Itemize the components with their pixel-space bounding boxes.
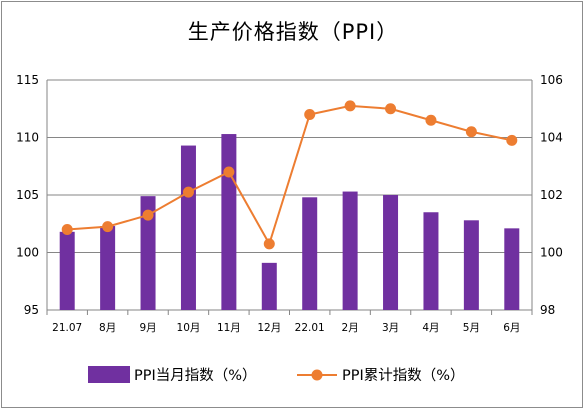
bar (221, 134, 237, 310)
line-point (142, 209, 154, 221)
bar (180, 145, 196, 310)
x-tick-label: 9月 (139, 322, 156, 334)
line-point (263, 238, 275, 250)
line-series (67, 104, 513, 247)
line-point (385, 103, 397, 115)
bar (100, 226, 116, 310)
line-point (182, 186, 194, 198)
line-point (344, 100, 356, 112)
y-right-tick-label: 104 (540, 131, 563, 145)
x-tick-label: 11月 (217, 322, 241, 334)
x-tick-label: 12月 (257, 322, 281, 334)
y-right-tick-label: 102 (540, 188, 563, 202)
x-tick-label: 8月 (99, 322, 116, 334)
line-point (465, 126, 477, 138)
bar (504, 228, 520, 310)
x-tick-label: 10月 (177, 322, 201, 334)
bar (140, 196, 156, 310)
bar (59, 231, 75, 310)
x-tick-label: 3月 (382, 322, 399, 334)
y-left-tick-label: 115 (16, 73, 39, 87)
bar (302, 197, 318, 310)
bar (261, 262, 277, 310)
y-left-tick-label: 110 (16, 131, 39, 145)
bar (383, 195, 399, 310)
line-point (425, 114, 437, 126)
x-tick-label: 6月 (503, 322, 520, 334)
y-right-tick-label: 98 (540, 303, 555, 317)
line-point (304, 109, 316, 120)
line-point (506, 134, 518, 146)
y-left-tick-label: 100 (16, 246, 39, 260)
legend-label-bar: PPI当月指数（%） (134, 367, 257, 384)
x-tick-label: 22.01 (295, 322, 325, 334)
legend-swatch-bar (88, 366, 130, 383)
bar (423, 212, 439, 310)
x-tick-label: 4月 (422, 322, 439, 334)
bar (342, 191, 358, 310)
x-tick-label: 5月 (463, 322, 480, 334)
bar (463, 220, 479, 310)
y-left-tick-label: 105 (16, 188, 39, 202)
y-left-tick-label: 95 (24, 303, 39, 317)
x-tick-label: 21.07 (52, 322, 82, 334)
x-tick-label: 2月 (342, 322, 359, 334)
line-point (102, 221, 114, 233)
y-right-tick-label: 100 (540, 246, 563, 260)
line-point (223, 166, 235, 178)
y-right-tick-label: 106 (540, 73, 563, 87)
legend-swatch-marker (311, 369, 323, 381)
legend-label-line: PPI累计指数（%） (342, 367, 465, 384)
line-point (61, 224, 73, 235)
chart-title: 生产价格指数（PPI） (187, 20, 399, 44)
